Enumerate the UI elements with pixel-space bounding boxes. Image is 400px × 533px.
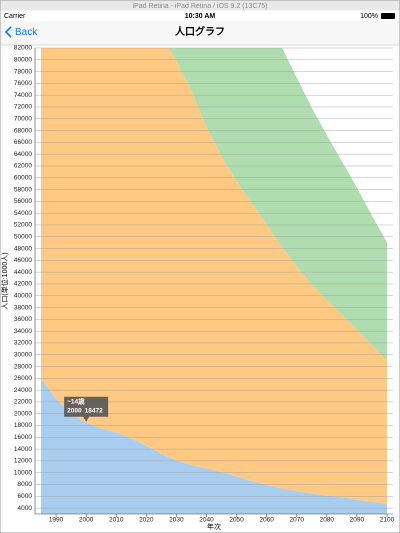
x-tick-label: 2070 [289,517,304,524]
back-button[interactable]: Back [15,27,38,38]
x-tick-label: 2090 [350,517,365,524]
carrier: Carrier [4,13,26,20]
y-tick-label: 76000 [14,80,32,87]
y-tick-label: 80000 [14,57,32,64]
area [41,378,387,514]
tooltip-y: 18472 [85,407,103,414]
y-tick-label: 18000 [14,422,32,429]
y-tick-label: 46000 [14,257,32,264]
area [41,48,387,504]
x-tick-label: 2000 [79,517,94,524]
y-tick-label: 60000 [14,174,32,181]
y-tick-label: 20000 [14,410,32,417]
x-tick-label: 2080 [320,517,335,524]
x-tick-label: 2010 [109,517,124,524]
y-tick-label: 32000 [14,340,32,347]
y-tick-label: 64000 [14,151,32,158]
y-tick-label: 36000 [14,316,32,323]
y-tick-label: 48000 [14,245,32,252]
tooltip-x: 2000 [67,407,82,414]
y-tick-label: 52000 [14,222,32,229]
y-tick-label: 40000 [14,292,32,299]
battery-icon [381,13,395,19]
y-tick-label: 70000 [14,116,32,123]
nav-title: 人口グラフ [175,25,225,38]
area [168,48,387,361]
window-titlebar [0,0,400,11]
y-tick-label: 6000 [18,493,33,500]
y-tick-label: 26000 [14,375,32,382]
y-tick-label: 14000 [14,446,32,453]
y-tick-label: 82000 [14,45,32,52]
y-tick-label: 56000 [14,198,32,205]
window-title: iPad Retina - iPad Retina / iOS 9.2 (13C… [132,3,267,10]
nav-bar [0,21,400,45]
y-tick-label: 78000 [14,68,32,75]
x-tick-label: 2100 [380,517,395,524]
y-tick-label: 30000 [14,351,32,358]
x-axis-label: 年次 [207,522,221,531]
y-tick-label: 58000 [14,186,32,193]
y-tick-label: 54000 [14,210,32,217]
y-tick-label: 66000 [14,139,32,146]
x-tick-label: 2040 [199,517,214,524]
y-tick-label: 4000 [18,505,33,512]
y-tick-label: 68000 [14,127,32,134]
y-tick-label: 22000 [14,399,32,406]
y-tick-label: 28000 [14,363,32,370]
y-tick-label: 62000 [14,163,32,170]
tooltip-value: 2000 18472 [67,407,103,414]
y-axis-label: 人口(単位:1000人) [0,252,9,309]
y-tick-label: 12000 [14,458,32,465]
y-tick-label: 74000 [14,92,32,99]
x-tick-label: 2020 [139,517,154,524]
x-tick-label: 2050 [229,517,244,524]
areas [41,48,387,514]
y-tick-label: 16000 [14,434,32,441]
x-tick-label: 2030 [169,517,184,524]
back-chevron[interactable] [4,26,12,38]
battery-label: 100% [360,13,378,20]
y-tick-label: 34000 [14,328,32,335]
y-tick-label: 42000 [14,281,32,288]
y-tick-label: 24000 [14,387,32,394]
y-tick-label: 50000 [14,233,32,240]
y-tick-label: 44000 [14,269,32,276]
tooltip-title: ~14歳 [67,396,85,405]
x-tick-label: 2060 [259,517,274,524]
y-tick-label: 72000 [14,104,32,111]
y-tick-label: 10000 [14,469,32,476]
time: 10:30 AM [185,13,216,20]
tooltip-box [64,396,109,422]
x-tick-label: 1990 [49,517,64,524]
y-tick-label: 38000 [14,304,32,311]
y-tick-label: 8000 [18,481,33,488]
